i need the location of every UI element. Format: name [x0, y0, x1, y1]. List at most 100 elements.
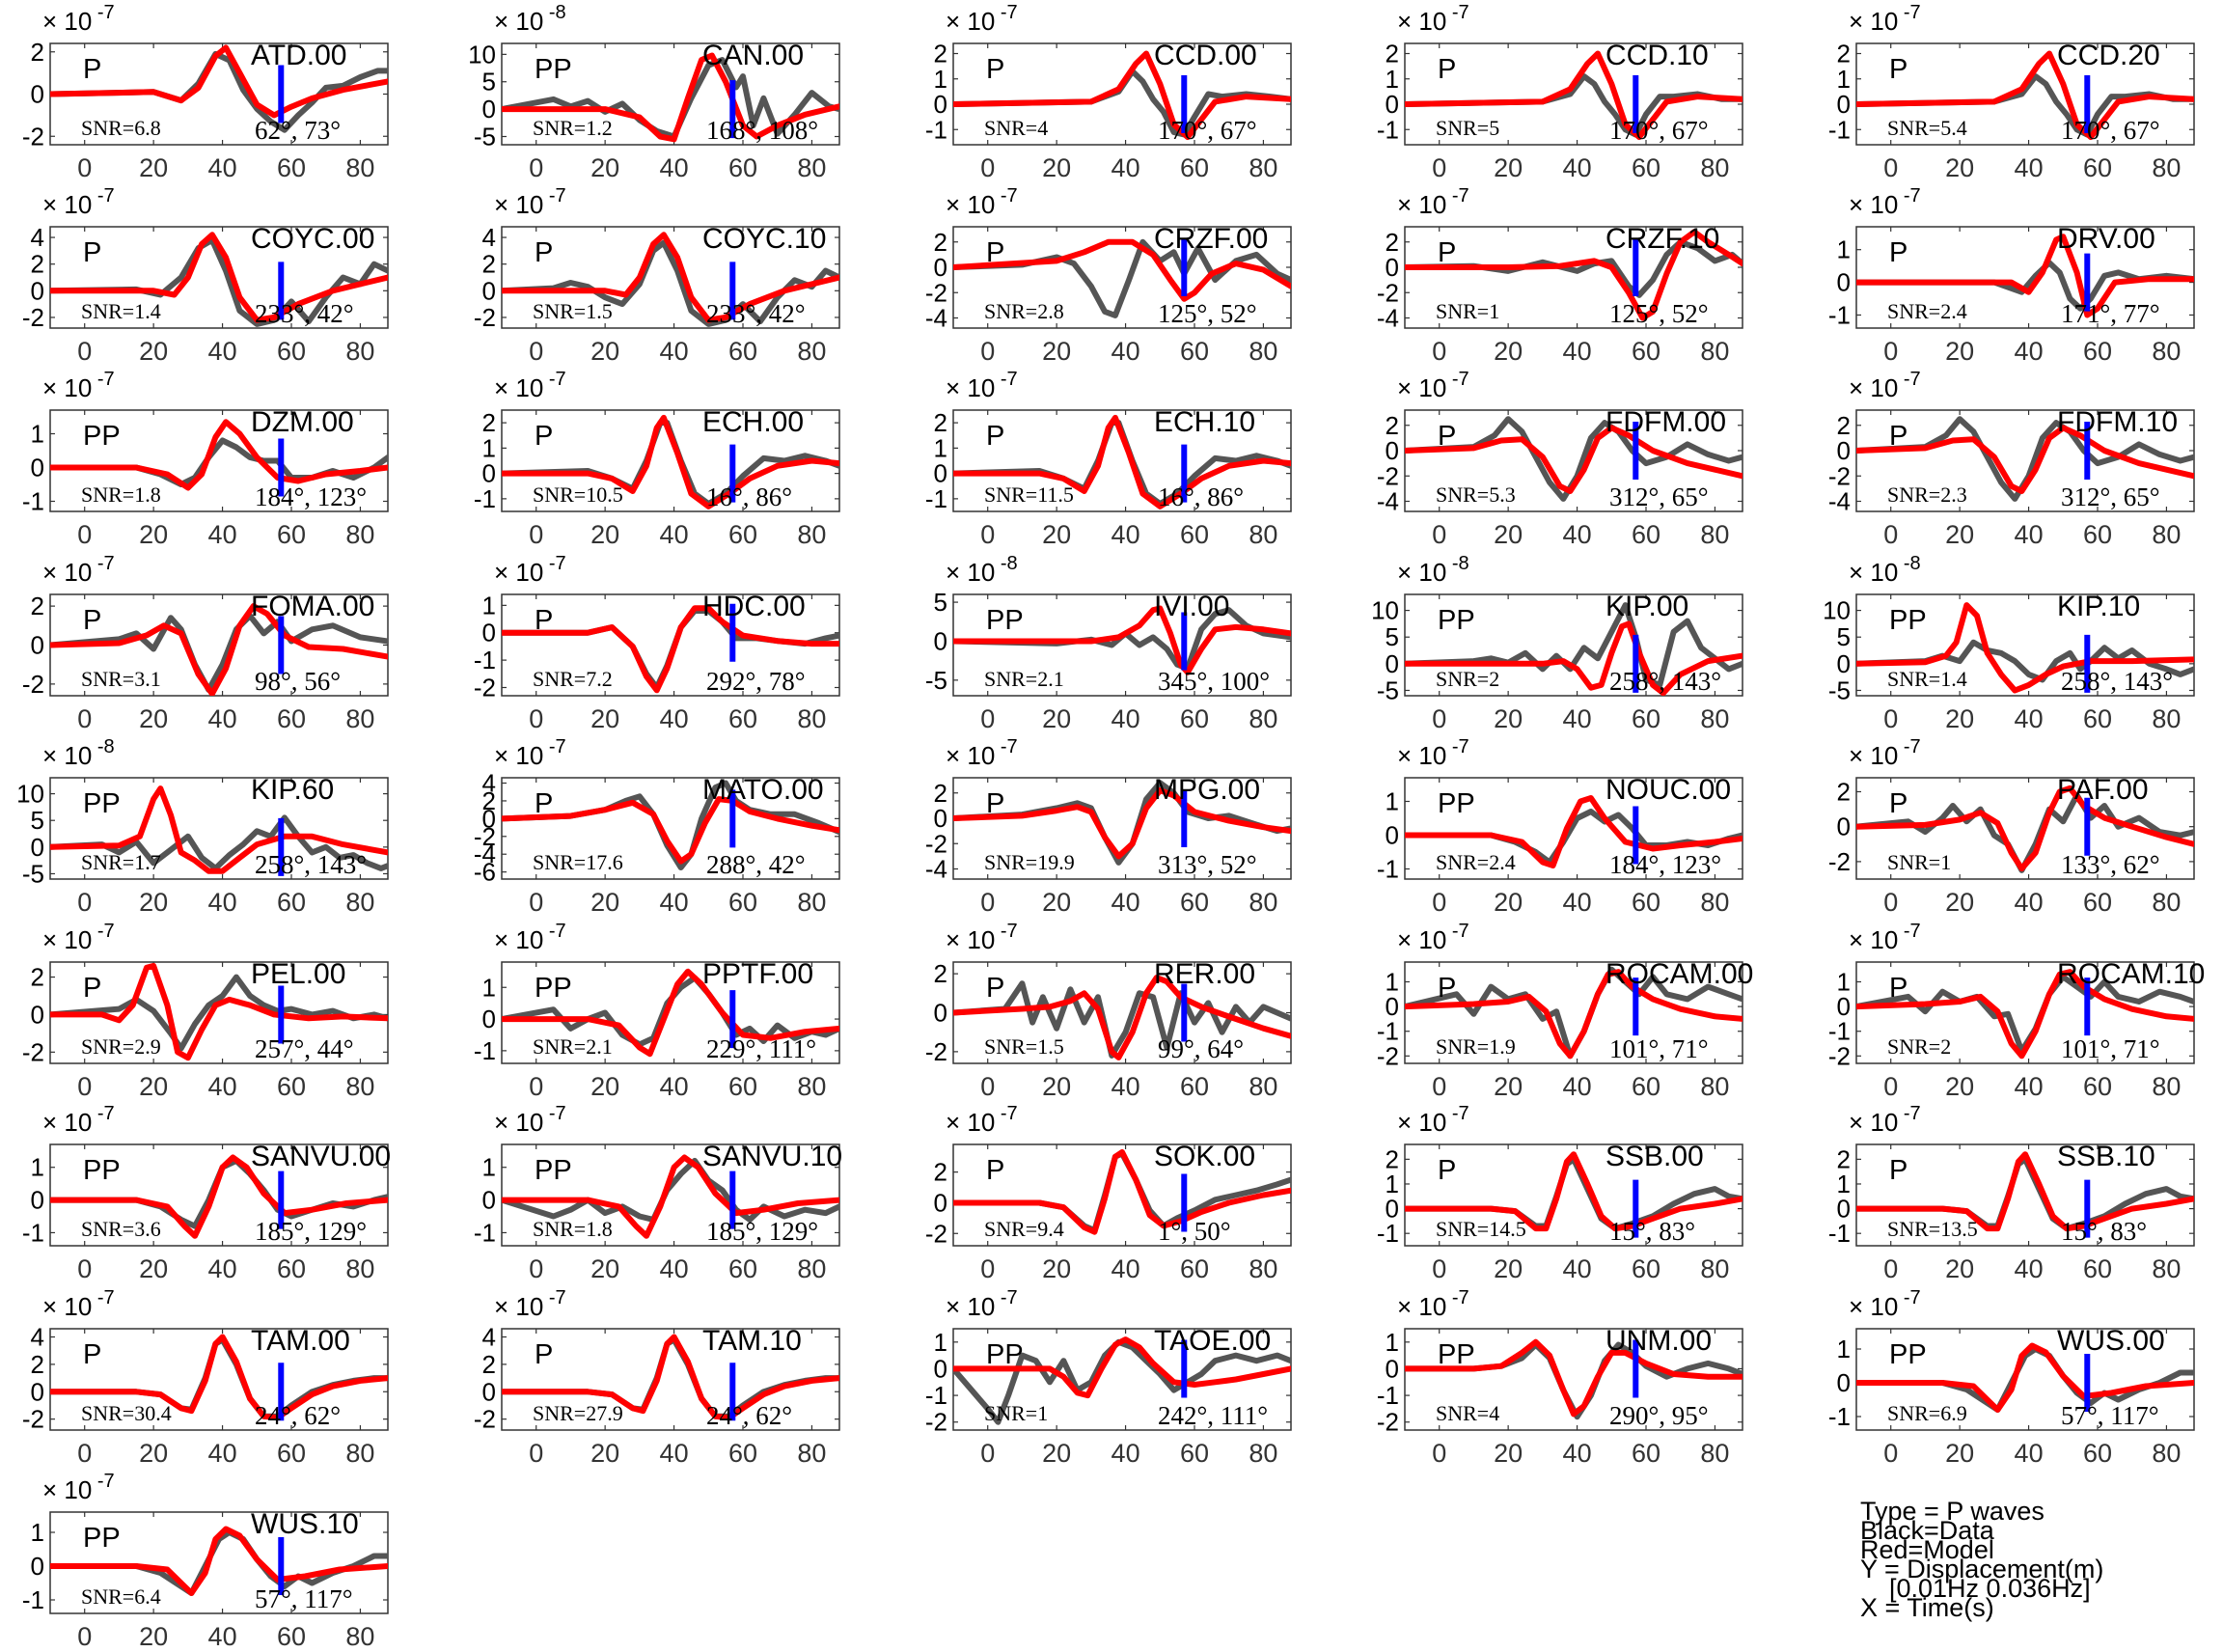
y-tick-label: -4 [925, 304, 947, 333]
y-tick-label: 0 [1837, 268, 1851, 297]
x-tick-label: 80 [1700, 337, 1729, 366]
x-tick-label: 40 [660, 520, 689, 549]
x-tick-label: 80 [345, 520, 374, 549]
snr-label: SNR=5.3 [1436, 482, 1516, 507]
y-tick-label: -1 [1828, 1219, 1851, 1248]
x-tick-label: 80 [797, 337, 826, 366]
legend-line-data: Black=Data [1860, 1516, 1994, 1545]
model-trace [1405, 620, 1743, 696]
x-tick-label: 60 [2083, 888, 2112, 917]
axes-box [952, 593, 1292, 697]
station-label: SSB.00 [1606, 1141, 1704, 1172]
model-trace [50, 962, 388, 1061]
snr-label: SNR=14.5 [1436, 1217, 1526, 1241]
y-tick-label: 2 [482, 250, 496, 279]
y-tick-label: 0 [1386, 992, 1399, 1021]
y-tick-label: -1 [1828, 115, 1851, 144]
plot-area [50, 44, 388, 133]
y-exponent-label: × 10 -7 [1397, 921, 1469, 954]
snr-label: SNR=7.2 [533, 667, 613, 691]
plot-area [1405, 966, 1743, 1060]
y-tick-label: -1 [925, 1381, 947, 1410]
x-tick-label: 40 [1563, 1254, 1592, 1283]
plot-area [953, 238, 1291, 318]
model-trace [1405, 1338, 1743, 1418]
y-tick-label: 2 [1837, 411, 1851, 440]
phase-label: P [986, 1155, 1004, 1186]
panel-wus-00: 0 20 40 60 80 1 0 -1 × 10 -7 PP WUS.00 SNR=6.9 57°, … [1828, 1287, 2195, 1468]
x-tick-label: 60 [728, 704, 757, 733]
phase-label: PP [986, 605, 1024, 636]
snr-label: SNR=1.8 [81, 482, 161, 507]
phase-label: P [1889, 788, 1907, 819]
y-exponent-label: × 10 -7 [42, 2, 115, 36]
station-label: NOUC.00 [1606, 774, 1731, 806]
angles-label: 170°, 67° [2061, 116, 2160, 145]
angles-label: 258°, 143° [2061, 667, 2173, 696]
plot-area [1856, 602, 2194, 694]
x-tick-label: 60 [277, 1072, 306, 1101]
plot-area [50, 785, 388, 874]
y-tick-label: 0 [1837, 649, 1851, 678]
y-tick-label: 0 [31, 1186, 44, 1215]
x-tick-label: 60 [728, 337, 757, 366]
y-tick-label: -2 [1377, 1408, 1399, 1437]
phase-label: P [1438, 421, 1456, 452]
model-trace [1405, 795, 1743, 868]
y-tick-label: 2 [31, 592, 44, 620]
panel-sanvu-00: 0 20 40 60 80 1 0 -1 × 10 -7 PP SANVU.00 SNR=3.6 185… [22, 1103, 391, 1283]
snr-label: SNR=2 [1436, 667, 1499, 691]
x-tick-label: 40 [2015, 337, 2044, 366]
x-tick-label: 60 [277, 337, 306, 366]
plot-area [502, 968, 839, 1058]
angles-label: 312°, 65° [2061, 482, 2160, 511]
plot-area [1405, 1338, 1743, 1420]
model-trace [502, 968, 839, 1058]
x-tick-label: 40 [1112, 1254, 1140, 1283]
x-tick-label: 60 [2083, 1439, 2112, 1468]
x-tick-label: 0 [1432, 153, 1446, 182]
x-tick-label: 40 [2015, 153, 2044, 182]
axes-box [1404, 593, 1743, 697]
plot-area [50, 603, 388, 696]
y-tick-label: 1 [482, 973, 496, 1002]
x-tick-label: 80 [797, 888, 826, 917]
angles-label: 16°, 86° [706, 482, 792, 511]
x-tick-label: 60 [1180, 704, 1209, 733]
station-label: ECH.00 [702, 406, 804, 438]
x-tick-label: 0 [1432, 1254, 1446, 1283]
phase-label: PP [535, 973, 572, 1004]
plot-area [502, 414, 839, 509]
x-tick-label: 0 [77, 888, 92, 917]
station-label: KIP.00 [1606, 591, 1688, 622]
x-tick-label: 80 [1700, 1072, 1729, 1101]
phase-label: P [1438, 237, 1456, 268]
y-tick-label: 0 [1386, 649, 1399, 678]
y-exponent-label: × 10 -7 [946, 185, 1018, 219]
y-exponent-label: × 10 -7 [1397, 2, 1469, 36]
x-tick-label: 40 [2015, 1254, 2044, 1283]
x-tick-label: 0 [1883, 1254, 1898, 1283]
phase-label: P [1438, 1155, 1456, 1186]
station-label: CRZF.10 [1606, 223, 1719, 255]
axes-box [952, 42, 1292, 146]
y-exponent-label: × 10 -7 [946, 2, 1018, 36]
data-trace [50, 974, 388, 1052]
y-tick-label: 1 [1386, 967, 1399, 996]
y-exponent-label: × 10 -7 [946, 369, 1018, 402]
phase-label: P [986, 421, 1004, 452]
y-tick-label: 0 [31, 1552, 44, 1581]
panel-ivi-00: 0 20 40 60 80 5 0 -5 × 10 -8 PP IVI.00 SNR=2.1 345°,… [925, 553, 1292, 733]
axes-box [1404, 961, 1743, 1064]
y-tick-label: -1 [1828, 1017, 1851, 1046]
y-tick-label: 0 [1837, 812, 1851, 841]
x-tick-label: 60 [277, 1622, 306, 1651]
x-tick-label: 40 [1563, 520, 1592, 549]
y-tick-label: -1 [925, 484, 947, 513]
y-tick-label: -2 [22, 122, 44, 151]
angles-label: 98°, 56° [255, 667, 341, 696]
x-tick-label: 40 [660, 1439, 689, 1468]
angles-label: 24°, 62° [255, 1401, 341, 1430]
